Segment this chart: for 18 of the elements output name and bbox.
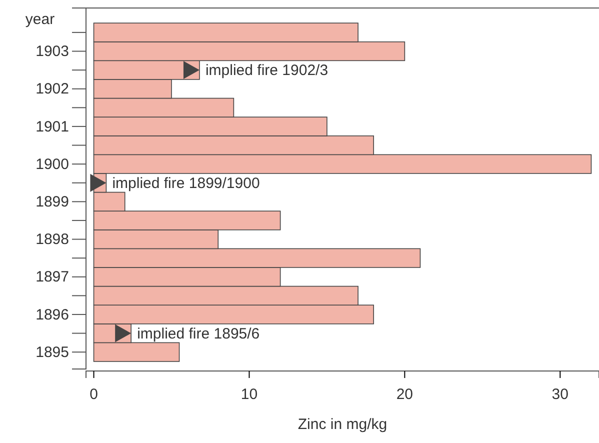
y-tick-label: 1896 [36, 306, 69, 324]
y-tick-label: 1897 [36, 268, 69, 286]
annotation: implied fire 1899/1900 [112, 174, 260, 192]
x-tick-label: 30 [552, 386, 568, 403]
x-tick-label: 20 [396, 386, 414, 403]
annotation: implied fire 1902/3 [205, 62, 328, 80]
y-tick-label: 1900 [36, 156, 69, 173]
y-tick-label: 1899 [36, 193, 69, 210]
y-tick-label: 1902 [36, 80, 69, 98]
x-axis-title: Zinc in mg/kg [298, 416, 388, 433]
y-tick-label: 1901 [36, 118, 69, 136]
x-tick-label: 0 [90, 386, 98, 403]
y-tick-label: 1903 [36, 43, 69, 60]
y-tick-label: 1895 [36, 344, 69, 361]
x-tick-label: 10 [240, 386, 258, 403]
y-axis-title: year [25, 11, 55, 28]
y-tick-label: 1898 [36, 231, 69, 248]
annotation: implied fire 1895/6 [137, 325, 260, 342]
